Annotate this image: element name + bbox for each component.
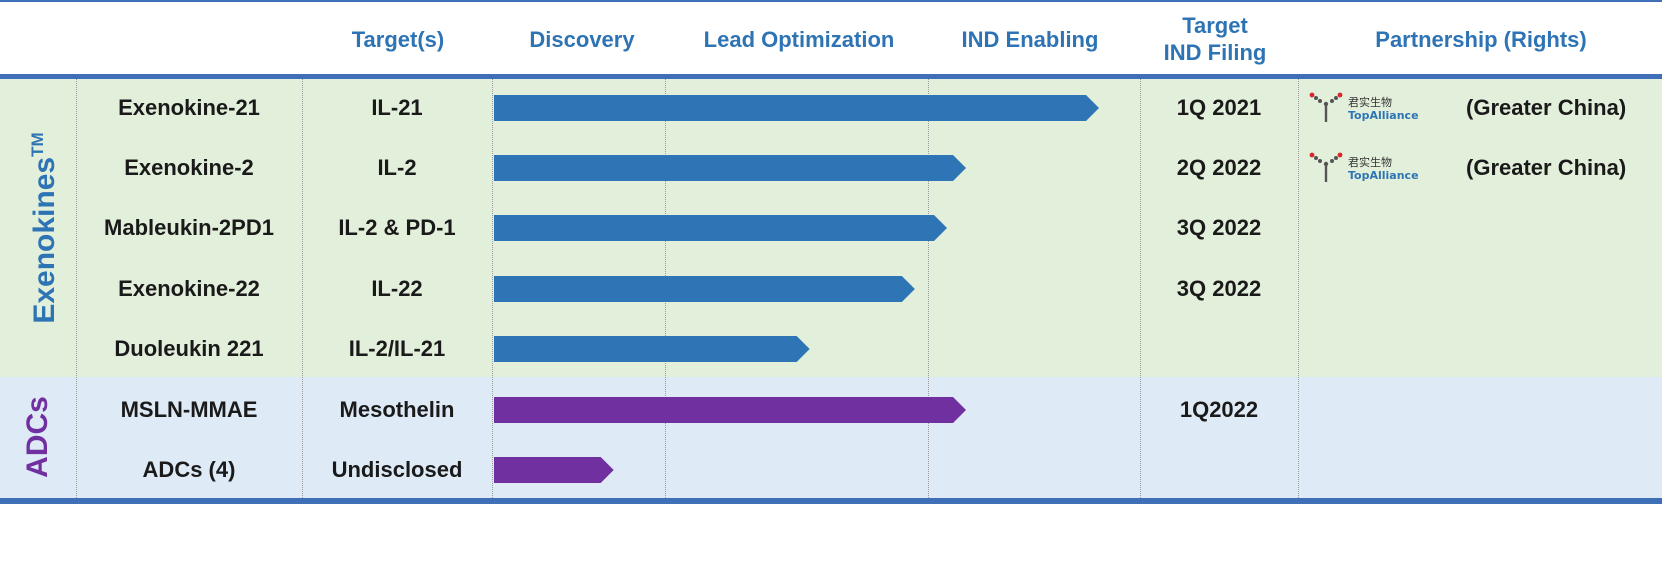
top-rule: [0, 0, 1662, 2]
target-name: Mesothelin: [339, 397, 455, 422]
column-separator: [1298, 79, 1299, 498]
column-separator: [492, 79, 493, 498]
progress-bar: [494, 397, 966, 423]
column-separator: [76, 79, 77, 498]
ind-filing-date: 2Q 2022: [1176, 155, 1262, 180]
topalliance-logo-cn: 君实生物: [1348, 96, 1392, 109]
program-name: Exenokine-22: [118, 276, 260, 301]
progress-bar: [494, 336, 810, 362]
group-label-adcs: ADCs: [18, 287, 58, 587]
progress-bar: [494, 155, 966, 181]
group-label-exenokines-tm: TM: [28, 132, 47, 157]
program-name: Duoleukin 221: [114, 336, 264, 361]
header-target-ind-filing: Target IND Filing: [1130, 12, 1300, 66]
topalliance-logo: 君实生物 TopAlliance: [1306, 150, 1419, 186]
program-name: ADCs (4): [142, 457, 236, 482]
target-name: IL-22: [371, 276, 423, 301]
target-name: IL-21: [371, 95, 423, 120]
target-name: IL-2: [377, 155, 417, 180]
ind-filing-date: 1Q 2021: [1176, 95, 1262, 120]
header-target-ind-line1: Target: [1182, 13, 1248, 38]
header-discovery: Discovery: [529, 27, 635, 52]
progress-bar: [494, 457, 614, 483]
header-target-ind-line2: IND Filing: [1163, 40, 1267, 65]
topalliance-logo-en: TopAlliance: [1348, 169, 1419, 182]
header-targets: Target(s): [351, 27, 445, 52]
partnership-cell: 君实生物 TopAlliance (Greater China): [1306, 150, 1656, 186]
group-label-adcs-text: ADCs: [21, 396, 54, 478]
program-name: Exenokine-2: [124, 155, 254, 180]
target-name: IL-2/IL-21: [348, 336, 446, 361]
partnership-rights: (Greater China): [1466, 95, 1627, 120]
program-name: MSLN-MMAE: [120, 397, 258, 422]
program-name: Mableukin-2PD1: [104, 215, 274, 240]
ind-filing-date: 3Q 2022: [1176, 215, 1262, 240]
header-ind-enabling: IND Enabling: [961, 27, 1099, 52]
partnership-cell: 君实生物 TopAlliance (Greater China): [1306, 90, 1656, 126]
partnership-rights: (Greater China): [1466, 155, 1627, 180]
bottom-rule: [0, 498, 1662, 504]
target-name: Undisclosed: [331, 457, 463, 482]
column-separator: [928, 79, 929, 498]
target-name: IL-2 & PD-1: [338, 215, 456, 240]
header-rule: [0, 74, 1662, 79]
progress-bar: [494, 215, 947, 241]
header-partnership: Partnership (Rights): [1375, 27, 1587, 52]
program-name: Exenokine-21: [118, 95, 260, 120]
topalliance-logo-cn: 君实生物: [1348, 156, 1392, 169]
topalliance-logo-icon: [1309, 92, 1343, 122]
header-lead-optimization: Lead Optimization: [703, 27, 895, 52]
topalliance-logo-en: TopAlliance: [1348, 109, 1419, 122]
ind-filing-date: 3Q 2022: [1176, 276, 1262, 301]
ind-filing-date: [1140, 334, 1298, 364]
column-separator: [1140, 79, 1141, 498]
topalliance-logo: 君实生物 TopAlliance: [1306, 90, 1419, 126]
column-separator: [302, 79, 303, 498]
ind-filing-date: 1Q2022: [1179, 397, 1259, 422]
progress-bar: [494, 95, 1099, 121]
pipeline-diagram: Target(s) Discovery Lead Optimization IN…: [0, 0, 1662, 504]
topalliance-logo-icon: [1309, 152, 1343, 182]
progress-bar: [494, 276, 915, 302]
ind-filing-date: [1140, 455, 1298, 485]
